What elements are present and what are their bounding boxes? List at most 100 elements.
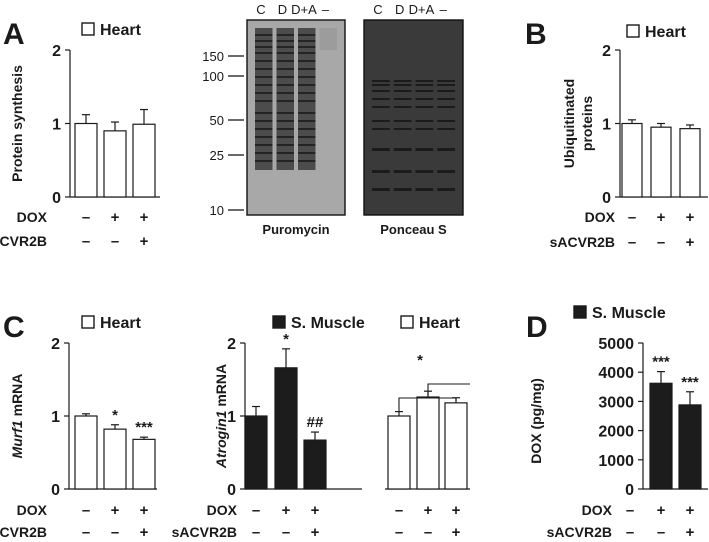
condition-sign: –	[282, 524, 290, 541]
y-axis-label-line: proteins	[579, 96, 595, 151]
blot-band	[276, 112, 294, 114]
blot-band	[255, 100, 273, 102]
bar	[244, 415, 268, 490]
blot-band	[255, 112, 273, 114]
blot-band	[255, 92, 273, 94]
panel-label-a: A	[3, 18, 25, 51]
y-axis-label: Ubiquitinated proteins	[561, 79, 595, 168]
blot-band	[276, 52, 294, 54]
row-label-dox: DOX	[17, 209, 48, 225]
condition-sign: +	[452, 524, 461, 541]
mw-marker-label: 100	[202, 69, 224, 84]
blot-band	[298, 40, 316, 42]
row-label-sacvr2b: sACVR2B	[547, 524, 612, 540]
bar	[74, 122, 98, 198]
comparison-bracket	[398, 397, 457, 411]
row-label-sacvr2b: sACVR2B	[550, 234, 615, 250]
condition-sign: +	[111, 209, 120, 226]
bar	[303, 439, 327, 490]
lane-label: C	[256, 2, 265, 17]
condition-sign: +	[657, 209, 666, 226]
lane-label: D	[278, 2, 287, 17]
condition-sign: +	[686, 502, 695, 519]
condition-sign: +	[686, 209, 695, 226]
condition-sign: –	[424, 524, 432, 541]
blot-band	[276, 92, 294, 94]
condition-sign: +	[140, 502, 149, 519]
blot-band	[415, 84, 434, 86]
blot-band	[298, 68, 316, 70]
row-label-sacvr2b: sACVR2B	[0, 233, 47, 249]
blot-band	[437, 80, 455, 82]
condition-sign: +	[452, 502, 461, 519]
condition-sign: +	[686, 234, 695, 251]
legend-swatch	[573, 305, 587, 319]
y-tick-label: 4000	[598, 365, 634, 382]
blot-lane	[255, 28, 273, 170]
blot-band	[372, 120, 390, 122]
bar	[650, 126, 672, 198]
row-label-dox: DOX	[585, 209, 616, 225]
bar	[416, 396, 440, 490]
blot-band	[437, 84, 455, 86]
y-tick-label: 2	[602, 43, 611, 60]
blot-band	[298, 92, 316, 94]
bracket-significance: *	[417, 352, 423, 369]
lane-label: –	[440, 2, 448, 17]
blot-band	[372, 98, 390, 100]
blot-band	[276, 100, 294, 102]
bar	[132, 123, 156, 198]
y-tick-label: 5000	[598, 336, 634, 353]
condition-sign: +	[311, 502, 320, 519]
significance-mark: ***	[135, 419, 153, 436]
y-axis-label-text: mRNA	[9, 374, 25, 417]
y-tick-label: 0	[52, 190, 61, 207]
blot-band	[393, 90, 412, 92]
blot-band	[255, 152, 273, 154]
blot-band	[255, 40, 273, 42]
bar	[274, 367, 298, 490]
blot-band	[437, 128, 455, 130]
blot-band	[276, 46, 294, 48]
blot-band	[415, 170, 434, 173]
y-tick-label: 0	[51, 482, 60, 499]
blot-band	[372, 80, 390, 82]
bar	[387, 415, 411, 490]
comparison-bracket	[427, 383, 470, 396]
legend-label: S. Muscle	[592, 305, 666, 322]
blot-band	[298, 152, 316, 154]
panel-label-c: C	[3, 311, 25, 344]
blot-band	[437, 148, 455, 151]
y-tick-label: 3000	[598, 394, 634, 411]
bar	[103, 130, 127, 198]
blot-band	[372, 148, 390, 151]
y-axis-label-line: Ubiquitinated	[561, 79, 577, 168]
bar	[132, 438, 156, 490]
y-tick-label: 2	[52, 43, 61, 60]
blot-band	[437, 106, 455, 108]
bar	[678, 404, 702, 490]
condition-sign: –	[82, 233, 90, 250]
y-tick-label: 1	[52, 117, 61, 134]
blot-band	[298, 76, 316, 78]
panel-label-d: D	[526, 311, 548, 344]
row-label-sacvr2b: sACVR2B	[0, 524, 47, 540]
lane-label: D+A	[409, 2, 435, 17]
chart-dox_concentration: 0 1000 2000 3000 4000 5000 DOX (pg/mg) *** *** DO…	[528, 305, 708, 541]
legend-label: Heart	[100, 315, 142, 332]
blot-band	[393, 148, 412, 151]
blot-band	[276, 128, 294, 130]
blot-band	[255, 120, 273, 122]
blot-band	[372, 106, 390, 108]
lane-label: –	[322, 2, 330, 17]
blot-band	[372, 170, 390, 173]
condition-sign: –	[395, 524, 403, 541]
y-tick-label: 1	[602, 117, 611, 134]
blot-band	[255, 34, 273, 36]
blot-lane	[298, 28, 316, 170]
condition-sign: –	[628, 234, 636, 251]
blot-band	[255, 60, 273, 62]
legend-swatch	[400, 315, 414, 329]
